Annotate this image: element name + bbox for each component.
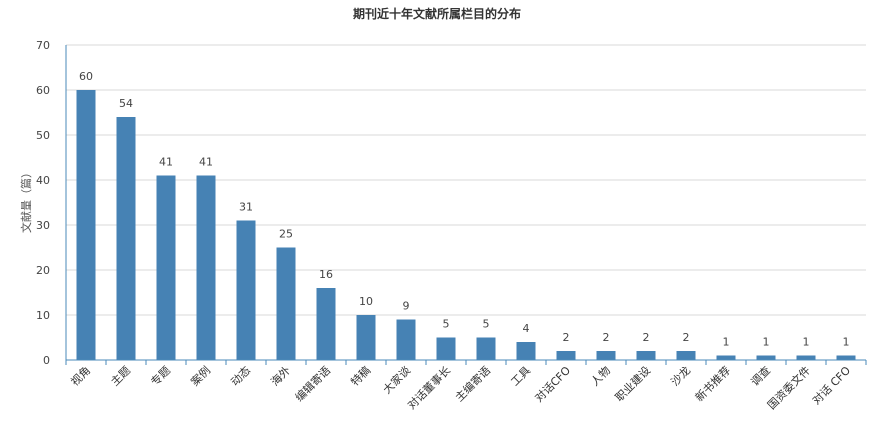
x-tick-label: 职业建设 <box>612 363 653 404</box>
data-label: 9 <box>403 300 410 313</box>
bar <box>636 351 656 360</box>
bar <box>836 355 856 360</box>
y-tick-label: 40 <box>36 174 50 187</box>
data-label: 1 <box>723 336 730 349</box>
y-tick-label: 70 <box>36 39 50 52</box>
data-label: 2 <box>643 331 650 344</box>
y-tick-label: 50 <box>36 129 50 142</box>
x-tick-label: 视角 <box>68 363 93 388</box>
bar <box>436 337 456 360</box>
x-tick-label: 主题 <box>108 364 133 389</box>
bar <box>396 319 416 360</box>
y-tick-label: 20 <box>36 264 50 277</box>
data-label: 54 <box>119 97 133 110</box>
x-tick-label: 调查 <box>748 363 773 388</box>
data-label: 2 <box>683 331 690 344</box>
x-tick-label: 编辑寄语 <box>292 363 333 404</box>
x-tick-label: 案例 <box>188 363 213 388</box>
x-tick-label: 工具 <box>508 364 533 389</box>
x-tick-label: 动态 <box>228 364 253 389</box>
data-label: 5 <box>443 318 450 331</box>
bar <box>556 351 576 360</box>
x-tick-label: 人物 <box>588 363 613 388</box>
y-tick-label: 0 <box>43 354 50 367</box>
x-tick-label: 大家谈 <box>380 363 413 396</box>
bar <box>516 342 536 360</box>
data-label: 1 <box>803 336 810 349</box>
bar <box>276 247 296 360</box>
data-label: 10 <box>359 295 373 308</box>
x-tick-label: 对话CFO <box>532 363 574 405</box>
y-axis-label: 文献量（篇） <box>19 167 33 233</box>
bar <box>156 175 176 360</box>
x-tick-label: 特稿 <box>348 363 373 388</box>
bars <box>76 90 856 360</box>
data-label: 1 <box>763 336 770 349</box>
x-tick-label: 新书推荐 <box>692 363 733 404</box>
bar <box>316 288 336 360</box>
data-label: 25 <box>279 228 293 241</box>
data-label: 60 <box>79 70 93 83</box>
y-tick-label: 10 <box>36 309 50 322</box>
gridlines <box>66 44 866 316</box>
bar <box>116 117 136 360</box>
data-label: 16 <box>319 268 333 281</box>
data-label: 4 <box>523 322 530 335</box>
bar <box>236 220 256 360</box>
data-label: 41 <box>159 156 173 169</box>
data-label: 2 <box>563 331 570 344</box>
x-tick-label: 主编寄语 <box>452 363 493 404</box>
x-tick-label: 专题 <box>148 363 173 388</box>
bar <box>356 315 376 360</box>
x-tick-label: 对话 CFO <box>809 363 853 407</box>
bar <box>756 355 776 360</box>
x-tick-label: 国资委文件 <box>764 363 813 412</box>
y-tick-label: 30 <box>36 219 50 232</box>
data-label: 2 <box>603 331 610 344</box>
bar <box>796 355 816 360</box>
chart-title: 期刊近十年文献所属栏目的分布 <box>353 6 521 21</box>
bar <box>196 175 216 360</box>
axes <box>65 45 867 365</box>
x-tick-label: 沙龙 <box>668 364 693 389</box>
data-label: 1 <box>843 336 850 349</box>
bar <box>596 351 616 360</box>
y-tick-label: 60 <box>36 84 50 97</box>
data-label: 41 <box>199 156 213 169</box>
data-label: 5 <box>483 318 490 331</box>
x-tick-label: 对话董事长 <box>404 363 453 412</box>
bar <box>716 355 736 360</box>
bar <box>676 351 696 360</box>
bar <box>476 337 496 360</box>
bar <box>76 90 96 360</box>
x-tick-label: 海外 <box>268 363 293 388</box>
data-label: 31 <box>239 201 253 214</box>
